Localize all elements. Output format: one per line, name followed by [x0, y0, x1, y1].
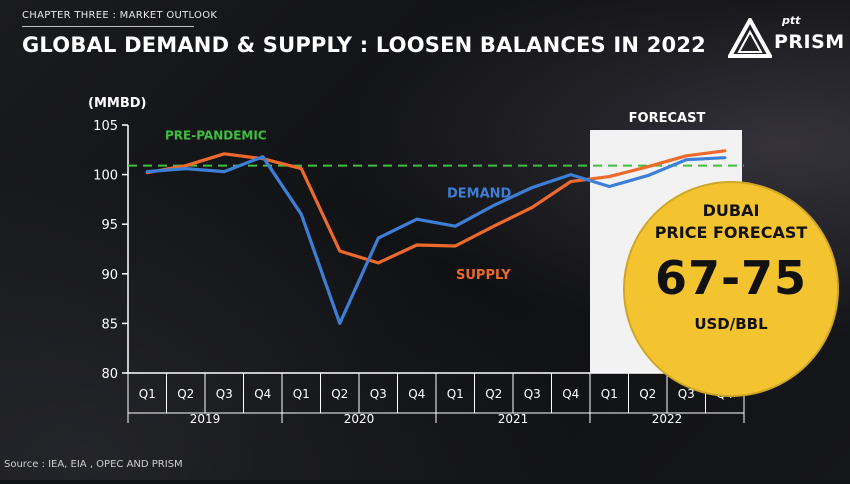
year-label: 2019	[190, 412, 221, 426]
badge-price-range: 67-75	[654, 251, 808, 305]
ptt-prism-logo: ptt PRISM	[728, 14, 844, 58]
x-tick-label: Q4	[408, 387, 425, 401]
prism-triangle-icon	[728, 18, 772, 58]
x-tick-label: Q4	[562, 387, 579, 401]
pre-pandemic-label: PRE-PANDEMIC	[165, 129, 267, 143]
x-tick-label: Q4	[254, 387, 271, 401]
chapter-divider	[22, 26, 194, 27]
x-tick-label: Q2	[177, 387, 194, 401]
x-tick-label: Q2	[639, 387, 656, 401]
x-tick-label: Q1	[601, 387, 618, 401]
x-tick-label: Q2	[331, 387, 348, 401]
x-tick-label: Q1	[293, 387, 310, 401]
badge-line-1: DUBAI	[702, 201, 760, 220]
year-label: 2022	[652, 412, 683, 426]
badge-unit: USD/BBL	[694, 315, 768, 333]
x-tick-label: Q3	[370, 387, 387, 401]
page-title: GLOBAL DEMAND & SUPPLY : LOOSEN BALANCES…	[22, 33, 706, 57]
chapter-label: CHAPTER THREE : MARKET OUTLOOK	[22, 10, 218, 21]
y-unit-label: (MMBD)	[88, 96, 146, 111]
price-forecast-badge: DUBAI PRICE FORECAST 67-75 USD/BBL	[623, 181, 839, 397]
year-label: 2021	[498, 412, 529, 426]
y-tick-label: 85	[101, 317, 118, 332]
y-tick-label: 105	[93, 119, 118, 134]
forecast-label: FORECAST	[629, 111, 706, 126]
x-tick-label: Q2	[485, 387, 502, 401]
y-tick-label: 80	[101, 367, 118, 382]
y-tick-label: 100	[93, 169, 118, 184]
demand-series-line	[145, 155, 727, 325]
x-tick-label: Q1	[447, 387, 464, 401]
supply-series-label: SUPPLY	[456, 268, 511, 283]
x-tick-label: Q1	[139, 387, 156, 401]
y-tick-label: 90	[101, 268, 118, 283]
x-tick-label: Q3	[216, 387, 233, 401]
source-note: Source : IEA, EIA , OPEC AND PRISM	[4, 459, 183, 470]
y-tick-label: 95	[101, 218, 118, 233]
x-tick-label: Q3	[678, 387, 695, 401]
badge-line-2: PRICE FORECAST	[654, 223, 808, 242]
logo-prism-text: PRISM	[774, 31, 845, 53]
supply-series-line	[145, 149, 727, 265]
year-label: 2020	[344, 412, 375, 426]
x-tick-label: Q3	[524, 387, 541, 401]
demand-series-label: DEMAND	[447, 186, 512, 201]
logo-ptt-text: ptt	[782, 14, 801, 27]
